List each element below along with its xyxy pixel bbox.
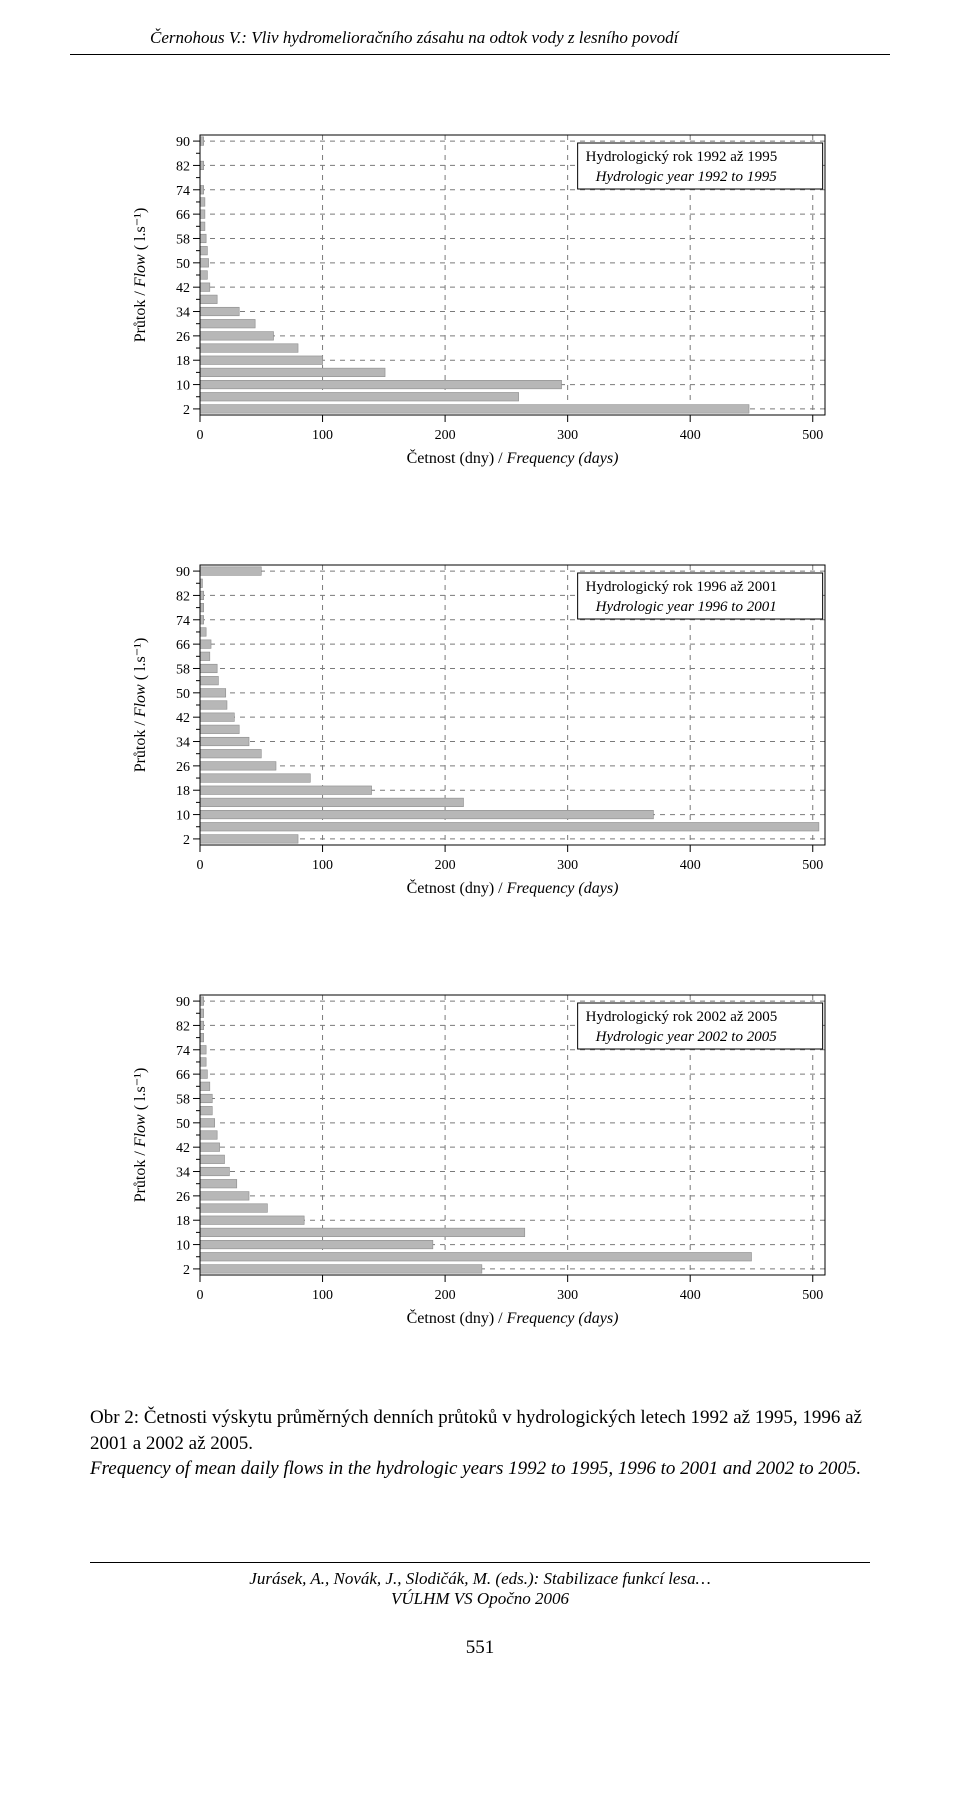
svg-text:100: 100 [312, 1288, 333, 1303]
svg-text:Hydrologický rok 1992 až 1995: Hydrologický rok 1992 až 1995 [586, 149, 778, 165]
svg-text:66: 66 [176, 1068, 190, 1083]
svg-text:Hydrologic year 1992 to 1995: Hydrologic year 1992 to 1995 [595, 169, 778, 185]
svg-text:66: 66 [176, 208, 190, 223]
page: Černohous V.: Vliv hydromelioračního zás… [0, 0, 960, 1699]
svg-text:82: 82 [176, 589, 190, 604]
svg-text:500: 500 [802, 428, 823, 443]
svg-text:400: 400 [680, 1288, 701, 1303]
figure-caption: Obr 2: Četnosti výskytu průměrných denní… [90, 1405, 870, 1482]
svg-text:0: 0 [197, 1288, 204, 1303]
chart-3: 2 10 18 26 34 42 50 58 66 74 82 90 0 100 200 300 400 500 P… [115, 975, 845, 1335]
svg-text:100: 100 [312, 858, 333, 873]
page-number: 551 [0, 1637, 960, 1659]
svg-text:0: 0 [197, 428, 204, 443]
svg-text:18: 18 [176, 784, 190, 799]
svg-text:58: 58 [176, 1092, 190, 1107]
svg-text:42: 42 [176, 711, 190, 726]
svg-text:400: 400 [680, 428, 701, 443]
svg-text:26: 26 [176, 760, 190, 775]
svg-text:300: 300 [557, 858, 578, 873]
svg-text:300: 300 [557, 1288, 578, 1303]
svg-text:Hydrologický rok 2002 až 2005: Hydrologický rok 2002 až 2005 [586, 1009, 778, 1025]
svg-text:74: 74 [176, 1044, 190, 1059]
svg-text:82: 82 [176, 1019, 190, 1034]
page-footer: Jurásek, A., Novák, J., Slodičák, M. (ed… [90, 1562, 870, 1609]
svg-text:200: 200 [435, 428, 456, 443]
svg-text:Hydrologický rok 1996 až 2001: Hydrologický rok 1996 až 2001 [586, 579, 778, 595]
svg-text:10: 10 [176, 809, 190, 824]
svg-text:50: 50 [176, 257, 190, 272]
svg-text:300: 300 [557, 428, 578, 443]
svg-text:82: 82 [176, 159, 190, 174]
svg-text:Hydrologic year 1996 to 2001: Hydrologic year 1996 to 2001 [595, 599, 777, 615]
chart-1: 2 10 18 26 34 42 50 58 66 74 82 90 0 100 200 300 400 500 P… [115, 115, 845, 475]
svg-text:18: 18 [176, 1214, 190, 1229]
svg-text:42: 42 [176, 1141, 190, 1156]
svg-text:200: 200 [435, 858, 456, 873]
svg-text:Četnost (dny) / Frequency (day: Četnost (dny) / Frequency (days) [407, 878, 619, 897]
svg-text:Hydrologic year 2002 to 2005: Hydrologic year 2002 to 2005 [595, 1029, 778, 1045]
svg-text:500: 500 [802, 858, 823, 873]
svg-text:50: 50 [176, 1117, 190, 1132]
svg-text:10: 10 [176, 1239, 190, 1254]
svg-text:Průtok / Flow ( l.s⁻¹): Průtok / Flow ( l.s⁻¹) [132, 1068, 149, 1203]
svg-text:Průtok / Flow ( l.s⁻¹): Průtok / Flow ( l.s⁻¹) [132, 638, 149, 773]
svg-text:58: 58 [176, 232, 190, 247]
svg-text:2: 2 [183, 403, 190, 418]
svg-text:500: 500 [802, 1288, 823, 1303]
svg-text:34: 34 [176, 1166, 190, 1181]
svg-text:400: 400 [680, 858, 701, 873]
chart-2: 2 10 18 26 34 42 50 58 66 74 82 90 0 100 200 300 400 500 P… [115, 545, 845, 905]
svg-text:34: 34 [176, 306, 190, 321]
svg-text:58: 58 [176, 662, 190, 677]
svg-text:34: 34 [176, 736, 190, 751]
svg-text:90: 90 [176, 135, 190, 150]
caption-line1: Obr 2: Četnosti výskytu průměrných denní… [90, 1407, 862, 1454]
svg-text:Průtok / Flow ( l.s⁻¹): Průtok / Flow ( l.s⁻¹) [132, 208, 149, 343]
svg-text:50: 50 [176, 687, 190, 702]
caption-line2: Frequency of mean daily flows in the hyd… [90, 1458, 861, 1479]
svg-text:10: 10 [176, 379, 190, 394]
svg-text:100: 100 [312, 428, 333, 443]
footer-line1: Jurásek, A., Novák, J., Slodičák, M. (ed… [249, 1569, 710, 1588]
svg-text:26: 26 [176, 330, 190, 345]
svg-text:0: 0 [197, 858, 204, 873]
svg-text:90: 90 [176, 995, 190, 1010]
svg-text:66: 66 [176, 638, 190, 653]
svg-text:74: 74 [176, 184, 190, 199]
svg-text:2: 2 [183, 1263, 190, 1278]
svg-text:18: 18 [176, 354, 190, 369]
svg-text:Četnost (dny) / Frequency (day: Četnost (dny) / Frequency (days) [407, 448, 619, 467]
svg-text:2: 2 [183, 833, 190, 848]
svg-text:74: 74 [176, 614, 190, 629]
svg-text:200: 200 [435, 1288, 456, 1303]
svg-text:Četnost (dny) / Frequency (day: Četnost (dny) / Frequency (days) [407, 1308, 619, 1327]
running-header: Černohous V.: Vliv hydromelioračního zás… [70, 0, 890, 55]
svg-text:26: 26 [176, 1190, 190, 1205]
svg-text:90: 90 [176, 565, 190, 580]
svg-text:42: 42 [176, 281, 190, 296]
footer-line2: VÚLHM VS Opočno 2006 [391, 1589, 569, 1608]
